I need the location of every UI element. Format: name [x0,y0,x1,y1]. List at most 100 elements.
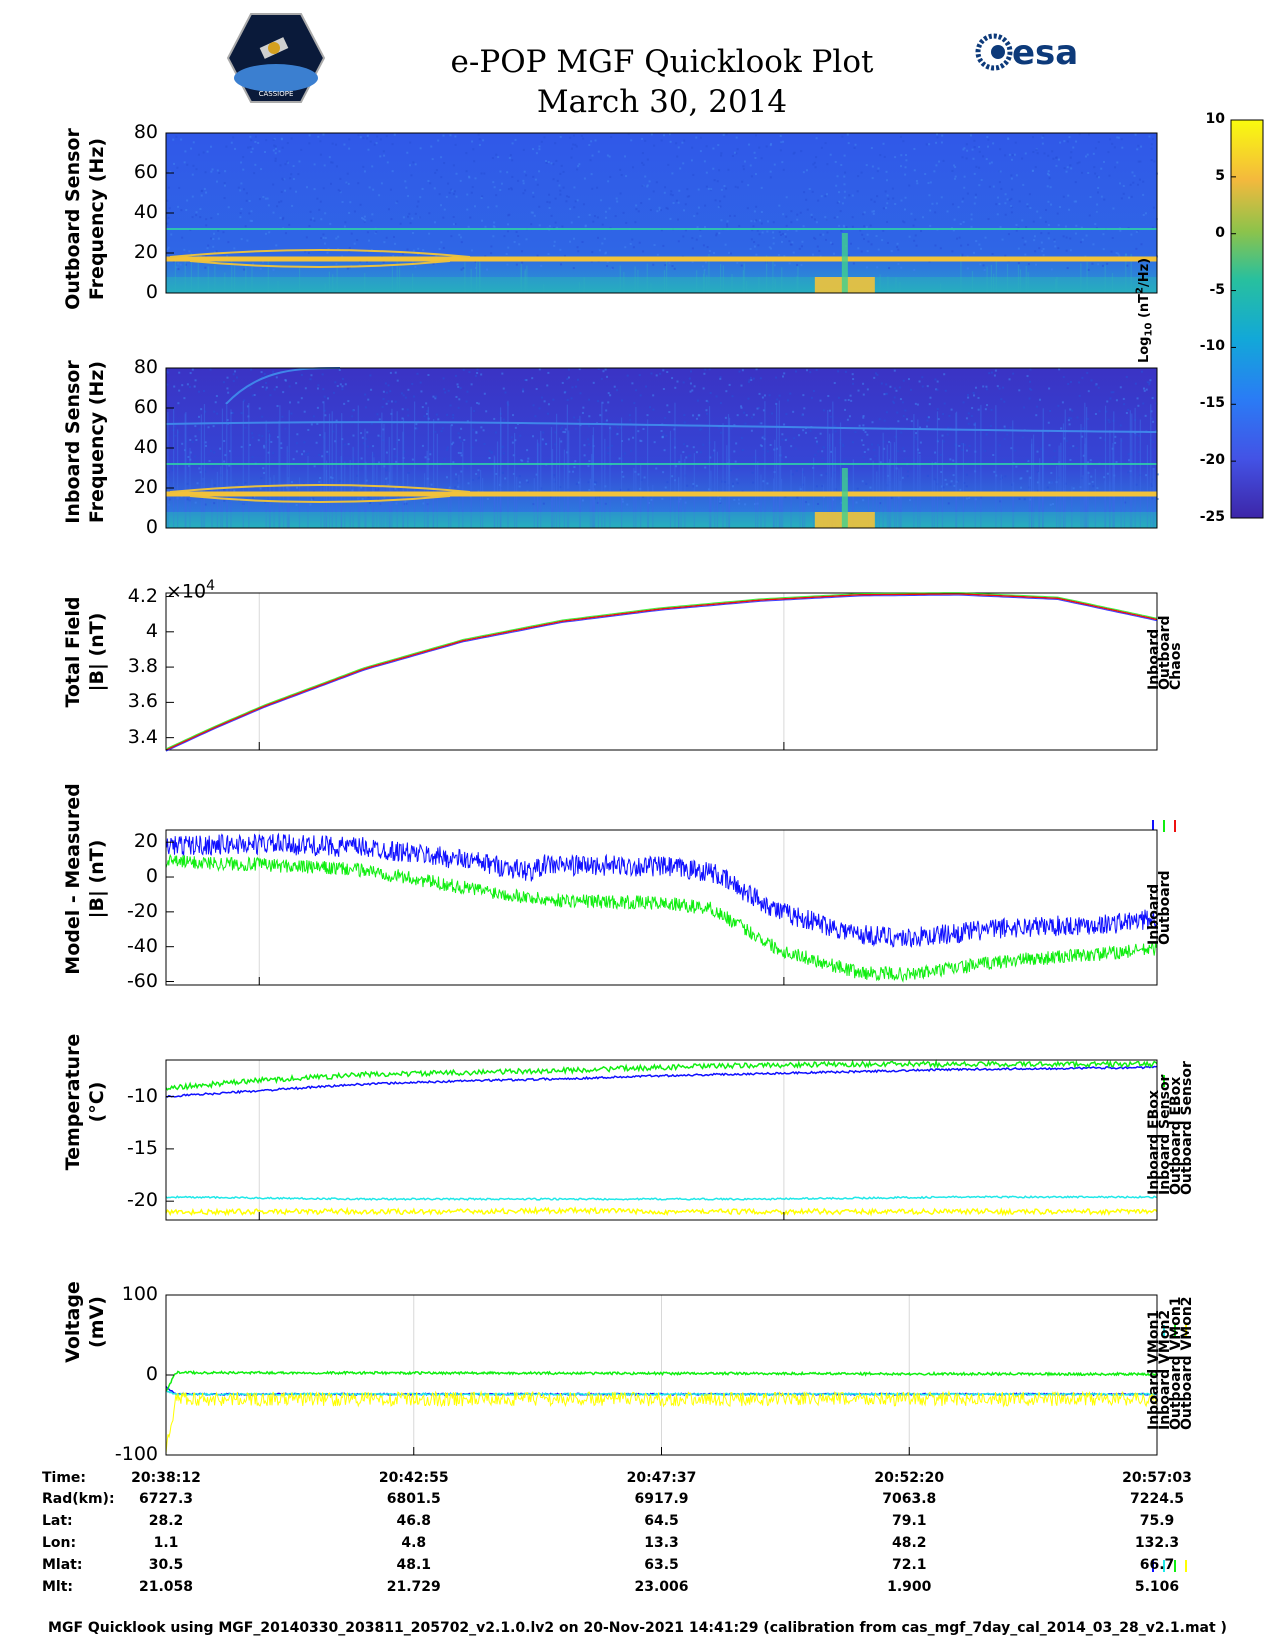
inboard-spectrogram-speckle [387,400,390,403]
outboard-spectrogram-speckle [1034,166,1037,169]
inboard-spectrogram-speckle [272,370,275,373]
inboard-spectrogram-speckle [368,501,371,504]
outboard-spectrogram-speckle [1008,199,1011,202]
outboard-spectrogram-speckle [653,244,656,247]
outboard-spectrogram-speckle [970,218,973,221]
inboard-spectrogram-stripe [185,412,187,528]
outboard-spectrogram-speckle [1080,226,1083,229]
outboard-spectrogram-stripe [887,276,889,293]
outboard-spectrogram-speckle [707,187,710,190]
inboard-spectrogram-stripe [386,476,388,528]
outboard-spectrogram-speckle [449,134,452,137]
inboard-spectrogram-speckle [1127,471,1130,474]
outboard-spectrogram-speckle [569,136,572,139]
inboard-spectrogram-speckle [405,502,408,505]
inboard-spectrogram-speckle [737,467,740,470]
inboard-spectrogram-stripe [890,442,892,528]
inboard-spectrogram-speckle [902,414,905,417]
inboard-spectrogram-stripe [402,417,405,528]
outboard-spectrogram-speckle [979,263,982,266]
outboard-spectrogram-speckle [324,212,327,215]
outboard-spectrogram-speckle [940,196,943,199]
outboard-spectrogram-speckle [825,238,828,241]
inboard-spectrogram-speckle [1048,481,1051,484]
outboard-spectrogram-speckle [343,143,346,146]
inboard-spectrogram-speckle [447,389,450,392]
inboard-spectrogram-speckle [840,501,843,504]
outboard-spectrogram-speckle [841,202,844,205]
inboard-spectrogram-speckle [575,482,578,485]
inboard-spectrogram-speckle [258,434,261,437]
inboard-spectrogram-speckle [327,452,330,455]
inboard-spectrogram-speckle [887,474,890,477]
inboard-spectrogram-speckle [700,428,703,431]
table-cell: 6727.3 [138,1491,194,1507]
outboard-spectrogram-speckle [824,142,827,145]
inboard-spectrogram-speckle [706,460,709,463]
inboard-spectrogram-speckle [966,393,969,396]
inboard-spectrogram-speckle [794,370,797,373]
outboard-spectrogram-speckle [330,161,333,164]
inboard-spectrogram-speckle [637,430,640,433]
inboard-spectrogram-speckle [633,402,636,405]
inboard-spectrogram-speckle [275,376,278,379]
outboard-spectrogram-speckle [466,208,469,211]
outboard-spectrogram-speckle [468,176,471,179]
inboard-spectrogram-speckle [511,441,514,444]
inboard-spectrogram-speckle [460,470,463,473]
table-cell: 21.729 [386,1579,441,1595]
outboard-spectrogram-speckle [471,140,474,143]
inboard-spectrogram-speckle [735,478,738,481]
outboard-spectrogram-speckle [249,135,252,138]
outboard-spectrogram-speckle [769,170,772,173]
outboard-spectrogram-speckle [286,142,289,145]
outboard-spectrogram-speckle [999,148,1002,151]
outboard-spectrogram-speckle [914,234,917,237]
outboard-spectrogram-speckle [1122,184,1125,187]
outboard-spectrogram-speckle [1139,160,1142,163]
outboard-spectrogram-speckle [810,213,813,216]
inboard-spectrogram-speckle [178,371,181,374]
outboard-spectrogram-speckle [632,246,635,249]
inboard-spectrogram-speckle [188,385,191,388]
outboard-spectrogram-speckle [686,188,689,191]
outboard-spectrogram-speckle [761,231,764,234]
inboard-spectrogram-speckle [385,391,388,394]
inboard-spectrogram-speckle [332,391,335,394]
inboard-spectrogram-speckle [1094,384,1097,387]
outboard-spectrogram-speckle [1018,200,1021,203]
inboard-spectrogram-speckle [258,407,261,410]
inboard-spectrogram-speckle [671,377,674,380]
outboard-spectrogram-speckle [781,232,784,235]
inboard-spectrogram-speckle [531,377,534,380]
inboard-spectrogram-speckle [478,476,481,479]
outboard-spectrogram-speckle [891,187,894,190]
table-cell: 20:57:03 [1122,1470,1192,1486]
inboard-spectrogram-speckle [442,377,445,380]
outboard-spectrogram-speckle [286,160,289,163]
outboard-spectrogram-speckle [254,163,257,166]
outboard-spectrogram-speckle [204,171,207,174]
outboard-spectrogram-speckle [239,216,242,219]
inboard-spectrogram-speckle [465,400,468,403]
model-measured-series-inboard [165,832,1158,948]
inboard-spectrogram-speckle [396,379,399,382]
outboard-spectrogram-stripe [1111,272,1114,293]
outboard-spectrogram-speckle [552,178,555,181]
inboard-spectrogram-speckle [542,502,545,505]
outboard-spectrogram-speckle [291,204,294,207]
inboard-spectrogram-stripe [680,454,682,528]
inboard-spectrogram-speckle [365,437,368,440]
inboard-spectrogram-speckle [756,407,759,410]
inboard-spectrogram-speckle [1114,441,1117,444]
outboard-spectrogram-speckle [217,237,220,240]
outboard-spectrogram-bg [166,133,1157,293]
model-measured-border [165,829,1158,986]
inboard-spectrogram-ytick: 60 [133,396,158,418]
inboard-spectrogram-speckle [386,479,389,482]
inboard-spectrogram-speckle [929,396,932,399]
outboard-spectrogram-speckle [363,215,366,218]
outboard-spectrogram-speckle [648,198,651,201]
inboard-spectrogram-speckle [757,407,760,410]
inboard-spectrogram-speckle [736,414,739,417]
